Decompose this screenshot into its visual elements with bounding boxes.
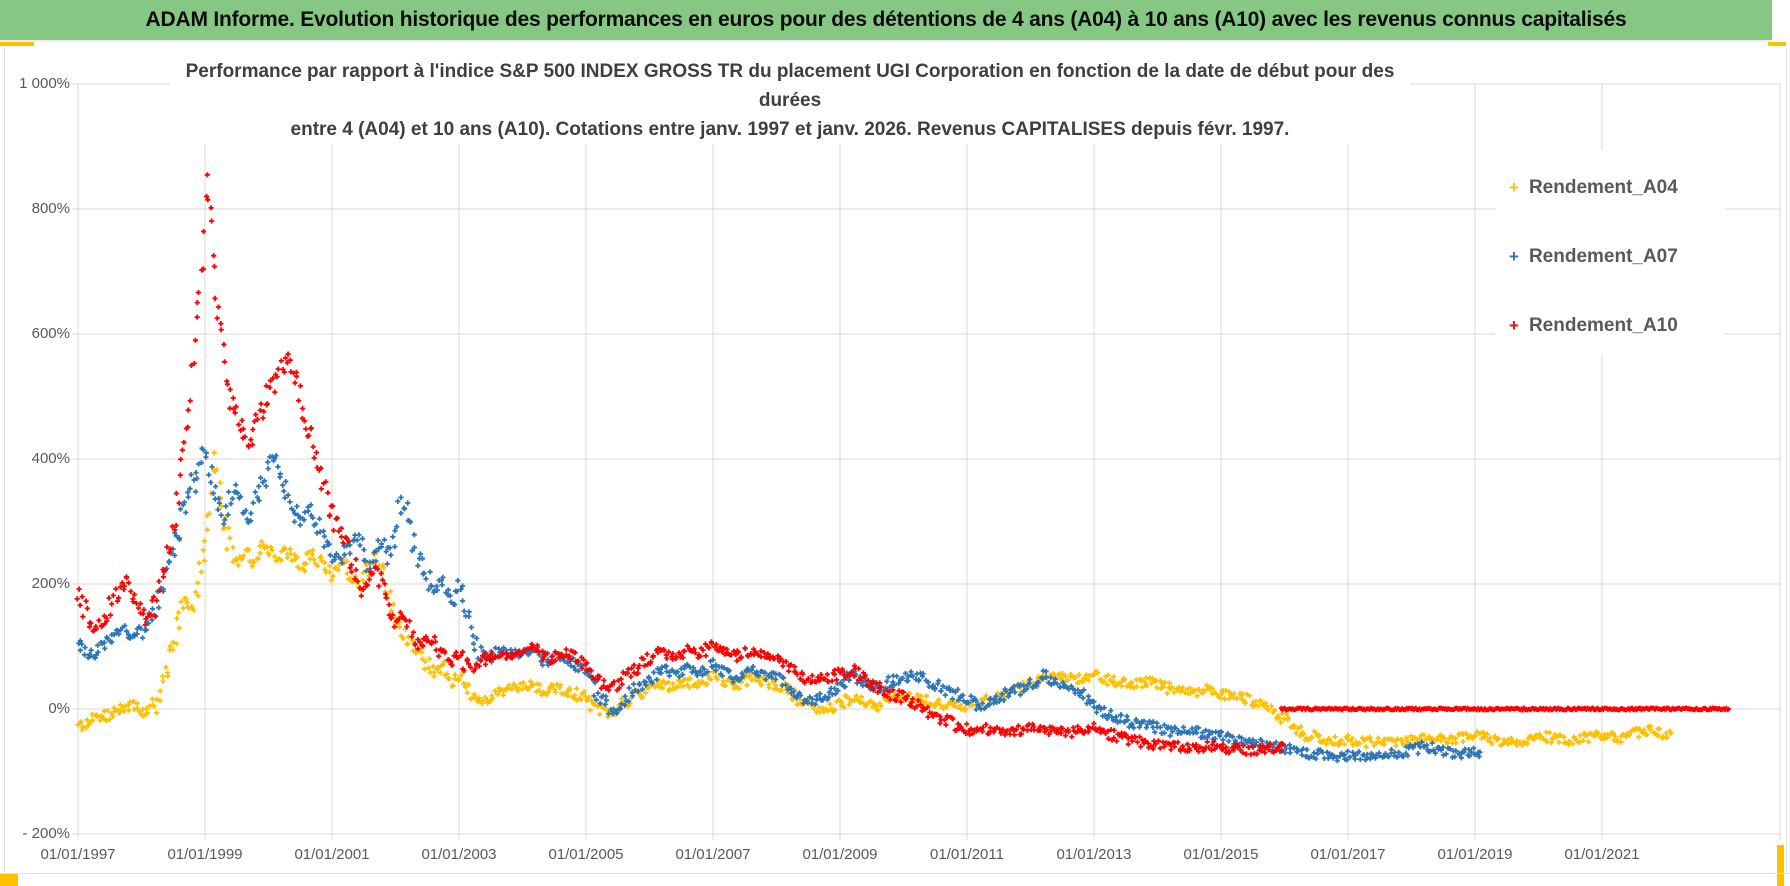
y-tick-label: 1 000% — [19, 75, 70, 92]
chart-title-line2: entre 4 (A04) et 10 ans (A10). Cotations… — [290, 119, 1290, 140]
x-tick-label: 01/01/2005 — [548, 846, 624, 863]
x-tick-label: 01/01/2009 — [802, 846, 878, 863]
x-tick-label: 01/01/2011 — [930, 846, 1004, 863]
gold-accent-right-edge — [1777, 845, 1784, 886]
y-tick-label: 400% — [31, 450, 70, 467]
x-tick-label: 01/01/2007 — [675, 846, 751, 863]
chart-frame-bottom — [0, 873, 1790, 874]
legend-plus-marker-icon: + — [1509, 178, 1519, 197]
chart-legend: + Rendement_A04 + Rendement_A07 + Rendement_A… — [1495, 150, 1725, 355]
legend-item-rendement_a10[interactable]: + Rendement_A10 — [1509, 313, 1678, 339]
chart-title-line1: Performance par rapport à l'indice S&P 5… — [185, 61, 1395, 111]
legend-item-rendement_a07[interactable]: + Rendement_A07 — [1509, 244, 1678, 270]
legend-item-label: Rendement_A07 — [1528, 246, 1678, 267]
y-tick-label: - 200% — [22, 825, 70, 842]
legend-item-label: Rendement_A10 — [1528, 315, 1678, 336]
series-Rendement_A04 — [75, 450, 1674, 750]
series-Rendement_A07 — [76, 445, 1483, 764]
x-tick-label: 01/01/1999 — [167, 846, 243, 863]
gold-accent-top-right — [1768, 42, 1786, 46]
y-tick-label: 800% — [31, 200, 70, 217]
y-tick-label: 0% — [48, 700, 70, 717]
y-tick-label: 600% — [31, 325, 70, 342]
y-tick-label: 200% — [31, 575, 70, 592]
x-tick-label: 01/01/2013 — [1056, 846, 1132, 863]
gold-accent-top-left — [0, 42, 34, 46]
gold-accent-bottom-left — [0, 874, 18, 886]
chart-frame-left — [4, 48, 5, 873]
series-Rendement_A10 — [74, 172, 1732, 757]
x-tick-label: 01/01/2019 — [1437, 846, 1513, 863]
x-tick-label: 01/01/1997 — [40, 846, 116, 863]
x-tick-label: 01/01/2015 — [1183, 846, 1259, 863]
legend-item-label: Rendement_A04 — [1528, 177, 1678, 198]
x-tick-label: 01/01/2017 — [1310, 846, 1386, 863]
legend-item-rendement_a04[interactable]: + Rendement_A04 — [1509, 175, 1678, 201]
header-bar: ADAM Informe. Evolution historique des p… — [0, 0, 1772, 42]
legend-plus-marker-icon: + — [1509, 247, 1519, 266]
x-tick-label: 01/01/2001 — [294, 846, 370, 863]
legend-plus-marker-icon: + — [1509, 316, 1519, 335]
page-title: ADAM Informe. Evolution historique des p… — [145, 8, 1627, 31]
chart-frame-right — [1786, 48, 1787, 873]
chart-title: Performance par rapport à l'indice S&P 5… — [170, 57, 1410, 144]
x-tick-label: 01/01/2003 — [421, 846, 497, 863]
x-tick-label: 01/01/2021 — [1564, 846, 1640, 863]
